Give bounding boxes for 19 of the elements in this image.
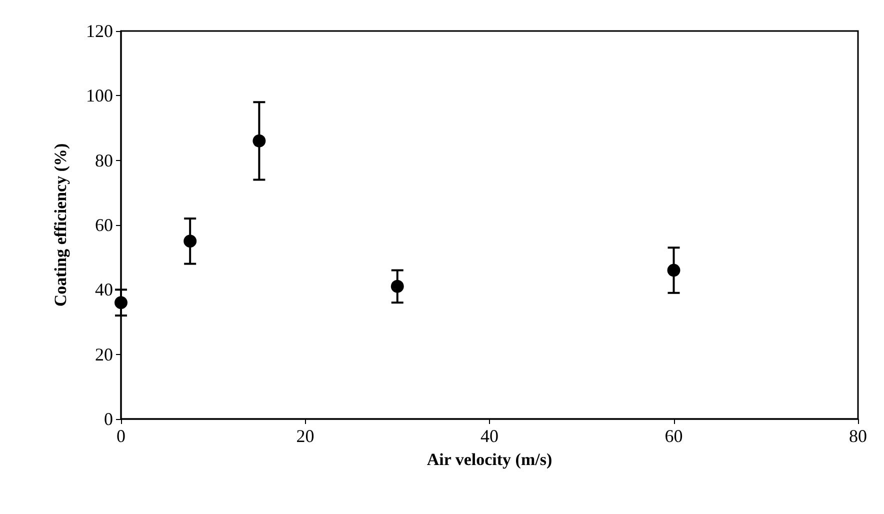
y-tick-label: 120: [86, 21, 113, 41]
x-tick-label: 20: [296, 426, 314, 446]
x-axis-title: Air velocity (m/s): [426, 450, 552, 469]
point: [184, 234, 197, 248]
y-tick-label: 0: [104, 409, 113, 429]
point: [667, 264, 680, 277]
x-tick-label: 80: [849, 426, 867, 446]
y-tick-label: 40: [95, 280, 113, 300]
point: [114, 296, 128, 310]
point: [390, 280, 404, 293]
y-tick-label: 20: [95, 344, 113, 364]
y-tick-label: 80: [95, 150, 113, 170]
x-tick-label: 40: [480, 426, 498, 446]
x-tick-label: 0: [116, 426, 126, 446]
x-tick-label: 60: [664, 426, 683, 446]
point: [252, 134, 266, 148]
y-tick-label: 60: [95, 215, 113, 235]
y-axis-title: Coating efficiency (%): [51, 143, 70, 307]
y-tick-label: 100: [86, 86, 113, 106]
